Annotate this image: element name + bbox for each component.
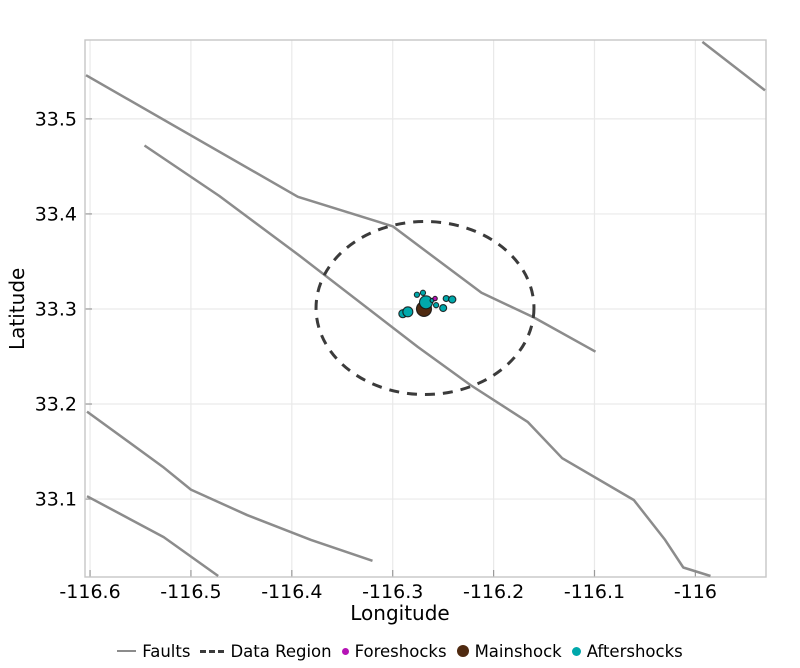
x-tick-label: -116.5 (160, 581, 221, 603)
foreshock-point (432, 295, 438, 302)
plot-area: -116.6 -116.5 -116.4 -116.3 -116.2 -116.1 -116… (35, 39, 767, 603)
aftershock-point (448, 295, 457, 304)
legend-item-faults: Faults (117, 642, 190, 661)
legend-label: Faults (142, 641, 191, 661)
legend-label: Foreshocks (354, 641, 447, 661)
legend-item-mainshock: Mainshock (456, 641, 562, 661)
x-tick-label: -116.6 (59, 581, 120, 603)
x-tick-label: -116.4 (261, 581, 322, 603)
y-tick-label: 33.1 (35, 489, 77, 511)
x-tick-label: -116.1 (564, 581, 625, 603)
fault-line (85, 74, 597, 353)
legend-label: Aftershocks (586, 641, 683, 661)
data-region-dash-icon (200, 649, 225, 653)
aftershock-point (413, 291, 421, 298)
faults-line-icon (117, 650, 137, 652)
mainshock-dot-icon (456, 645, 469, 657)
fault-line (86, 495, 219, 578)
aftershock-dot-icon (571, 646, 581, 656)
x-tick-label: -116.3 (362, 581, 423, 603)
aftershock-point (432, 302, 440, 309)
y-axis-title: Latitude (5, 267, 29, 350)
data-region-circle (314, 220, 536, 397)
y-tick-label: 33.2 (35, 394, 77, 416)
aftershock-point (402, 306, 414, 318)
y-tick-label: 33.3 (35, 298, 77, 320)
legend-item-aftershocks: Aftershocks (571, 641, 683, 661)
plot-frame (84, 39, 767, 578)
legend-item-foreshocks: Foreshocks (341, 641, 447, 661)
fault-line (701, 40, 766, 92)
fault-line (86, 410, 373, 562)
x-tick-label: -116 (674, 581, 717, 603)
aftershock-point (439, 303, 448, 313)
legend-item-data-region: Data Region (200, 641, 332, 661)
x-axis-title: Longitude (350, 601, 450, 625)
fault-line (143, 144, 711, 578)
legend-label: Data Region (230, 641, 332, 661)
foreshock-dot-icon (341, 647, 349, 655)
aftershock-point (419, 289, 427, 296)
legend-label: Mainshock (474, 641, 562, 661)
x-tick-label: -116.2 (463, 581, 524, 603)
y-tick-label: 33.4 (35, 203, 77, 225)
legend: Faults Data Region Foreshocks Mainshock … (0, 637, 800, 665)
y-tick-label: 33.5 (35, 108, 77, 130)
